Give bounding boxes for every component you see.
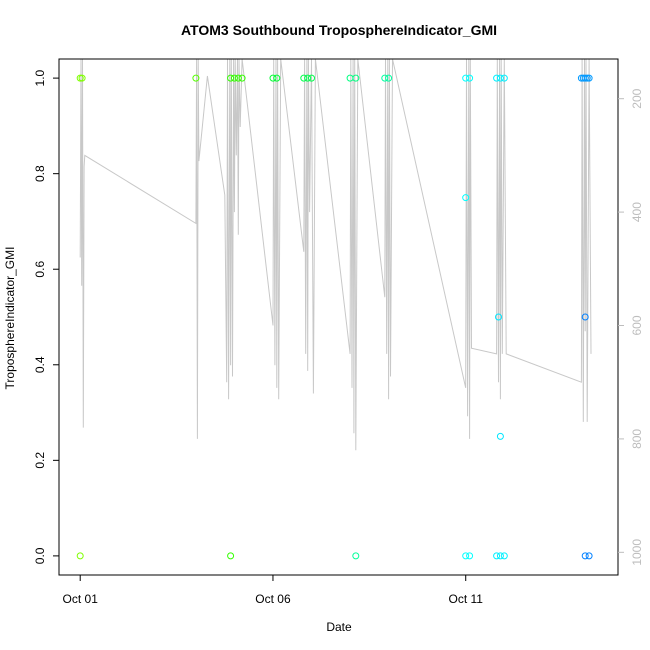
data-point: [346, 74, 354, 82]
data-point: [352, 74, 360, 82]
data-point: [308, 74, 315, 82]
data-point: [581, 74, 589, 82]
data-point: [230, 74, 238, 82]
y-tick-label: 0.6: [33, 261, 47, 278]
data-point: [462, 552, 470, 560]
data-point: [234, 74, 242, 82]
data-point: [269, 74, 277, 82]
data-point: [496, 432, 504, 440]
data-point: [496, 552, 504, 560]
data-point: [273, 74, 281, 82]
data-point: [583, 74, 591, 82]
data-point: [581, 313, 589, 321]
right-tick-label: 1000: [630, 539, 644, 566]
y-tick-label: 0.0: [33, 547, 47, 564]
data-point: [300, 74, 308, 82]
data-point: [385, 74, 393, 82]
data-point: [462, 194, 470, 202]
right-tick-label: 400: [630, 202, 644, 222]
profile-series-line: [79, 58, 592, 451]
data-point: [238, 74, 246, 82]
series-layer: [79, 58, 592, 451]
data-point: [493, 74, 501, 82]
x-axis-label: Date: [326, 620, 352, 634]
data-point: [585, 74, 593, 82]
y-tick-label: 0.2: [33, 452, 47, 469]
x-tick-label: Oct 01: [63, 592, 99, 606]
data-point: [227, 74, 235, 82]
data-point: [585, 552, 593, 560]
data-point: [495, 313, 502, 321]
data-point: [304, 74, 312, 82]
data-point: [496, 74, 504, 82]
data-point: [493, 552, 501, 560]
right-tick-label: 200: [630, 88, 644, 108]
y-tick-label: 1.0: [33, 69, 47, 86]
right-tick-label: 600: [630, 315, 644, 335]
points-layer: [76, 74, 593, 560]
data-point: [466, 74, 474, 82]
data-point: [581, 552, 589, 560]
y-tick-label: 0.4: [33, 356, 47, 373]
x-tick-label: Oct 06: [255, 592, 291, 606]
data-point: [192, 74, 200, 82]
data-point: [381, 74, 389, 82]
data-point: [500, 552, 508, 560]
data-point: [352, 552, 360, 560]
data-point: [78, 74, 86, 82]
y-tick-label: 0.8: [33, 165, 47, 182]
chart-title: ATOM3 Southbound TroposphereIndicator_GM…: [181, 22, 497, 38]
data-point: [76, 552, 84, 560]
x-tick-label: Oct 11: [448, 592, 483, 606]
data-point: [500, 74, 508, 82]
data-point: [462, 74, 470, 82]
axes-layer: 0.0 0.2 0.4 0.6 0.8 1.0 Oct 01 Oct 06 Oct 11 200 4…: [33, 58, 644, 606]
y-axis-label: TroposphereIndicator_GMI: [3, 247, 17, 390]
data-point: [76, 74, 84, 82]
right-tick-label: 800: [630, 429, 644, 449]
data-point: [227, 552, 235, 560]
data-point: [466, 552, 474, 560]
plot-frame: [58, 58, 619, 576]
